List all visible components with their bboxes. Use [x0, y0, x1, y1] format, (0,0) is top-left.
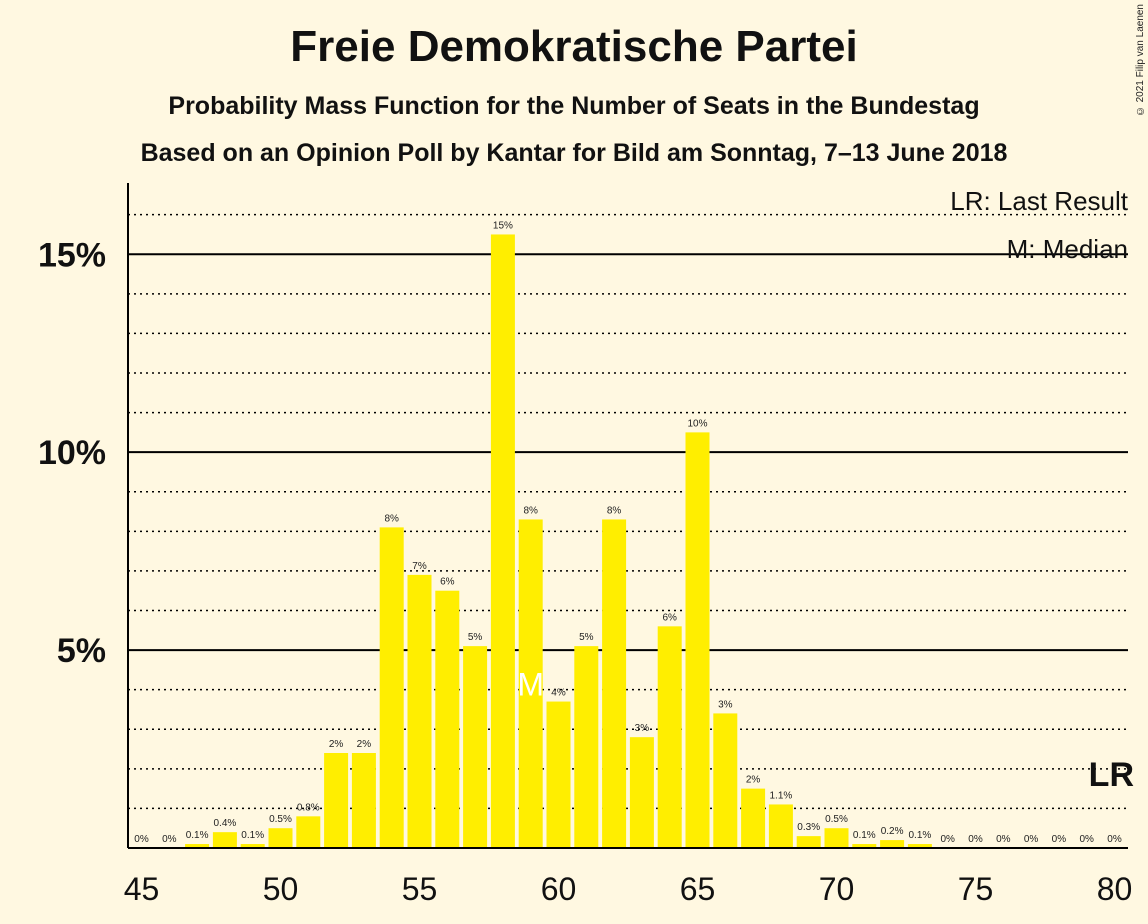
y-tick-label: 5% — [57, 632, 106, 670]
bar — [435, 590, 460, 848]
bar — [351, 753, 376, 848]
chart-title: Freie Demokratische Partei — [290, 22, 858, 71]
bar-value-label: 5% — [468, 632, 483, 643]
bar-value-label: 8% — [607, 505, 622, 516]
bar-value-label: 5% — [579, 632, 594, 643]
x-tick-label: 70 — [819, 871, 855, 907]
bar-value-label: 6% — [662, 612, 677, 623]
x-tick-label: 50 — [263, 871, 299, 907]
bar-value-label: 0% — [1079, 834, 1094, 845]
bar-value-label: 4% — [551, 688, 566, 699]
bar — [518, 519, 543, 848]
bar-value-label: 0.1% — [909, 830, 932, 841]
median-marker: M — [517, 667, 544, 703]
last-result-marker: LR — [1089, 756, 1134, 794]
bar — [685, 432, 710, 848]
y-tick-label: 10% — [38, 434, 106, 472]
bar-value-label: 1.1% — [770, 790, 793, 801]
bar — [907, 844, 932, 848]
bar-value-label: 0% — [162, 834, 177, 845]
bar — [407, 574, 432, 848]
x-tick-label: 55 — [402, 871, 438, 907]
bar-value-label: 2% — [746, 775, 761, 786]
chart-subtitle: Probability Mass Function for the Number… — [168, 92, 980, 120]
bar — [268, 828, 293, 848]
bar-value-label: 0% — [996, 834, 1011, 845]
bar — [602, 519, 627, 848]
bar — [324, 753, 349, 848]
bar-value-label: 0.3% — [797, 822, 820, 833]
bar — [185, 844, 210, 848]
legend-last-result: LR: Last Result — [950, 186, 1128, 216]
bar — [657, 626, 682, 848]
bar-value-label: 3% — [635, 723, 650, 734]
bar-value-label: 0.5% — [825, 814, 848, 825]
bar — [379, 527, 404, 848]
bar-value-label: 0% — [940, 834, 955, 845]
bar — [296, 816, 321, 848]
bar — [796, 836, 821, 848]
bar — [852, 844, 877, 848]
bar-value-label: 0.2% — [881, 826, 904, 837]
chart-subtitle-source: Based on an Opinion Poll by Kantar for B… — [140, 139, 1008, 167]
bar-value-label: 0.8% — [297, 802, 320, 813]
bar — [240, 844, 265, 848]
bar — [741, 788, 766, 848]
bar — [463, 646, 488, 848]
bar — [824, 828, 849, 848]
bar — [768, 804, 793, 848]
x-tick-label: 80 — [1097, 871, 1133, 907]
bar-value-label: 0% — [968, 834, 983, 845]
bar-value-label: 7% — [412, 561, 427, 572]
bar-value-label: 3% — [718, 699, 733, 710]
bar — [546, 701, 571, 848]
bar-value-label: 0.5% — [269, 814, 292, 825]
bar-value-label: 8% — [523, 505, 538, 516]
bar — [629, 737, 654, 848]
legend-median: M: Median — [1006, 234, 1128, 264]
bar-value-label: 0% — [1107, 834, 1122, 845]
bar — [574, 646, 599, 848]
bar-value-label: 0% — [1052, 834, 1067, 845]
bar-value-label: 8% — [384, 513, 399, 524]
y-tick-label: 15% — [38, 236, 106, 274]
x-tick-label: 45 — [124, 871, 160, 907]
bar-value-label: 2% — [329, 739, 344, 750]
x-tick-label: 75 — [958, 871, 994, 907]
bar — [880, 840, 905, 848]
bar-value-label: 2% — [357, 739, 372, 750]
bar — [490, 234, 515, 849]
bar-value-label: 0.1% — [241, 830, 264, 841]
bar-value-label: 0.1% — [186, 830, 209, 841]
bar — [212, 832, 237, 848]
bar-value-label: 0% — [1024, 834, 1039, 845]
bar-value-label: 10% — [687, 418, 707, 429]
bar-value-label: 6% — [440, 577, 455, 588]
bar-value-label: 0% — [134, 834, 149, 845]
bar — [713, 713, 738, 848]
x-tick-label: 60 — [541, 871, 577, 907]
bar-value-label: 15% — [493, 220, 513, 231]
bar-value-label: 0.4% — [214, 818, 237, 829]
x-tick-label: 65 — [680, 871, 716, 907]
bar-value-label: 0.1% — [853, 830, 876, 841]
